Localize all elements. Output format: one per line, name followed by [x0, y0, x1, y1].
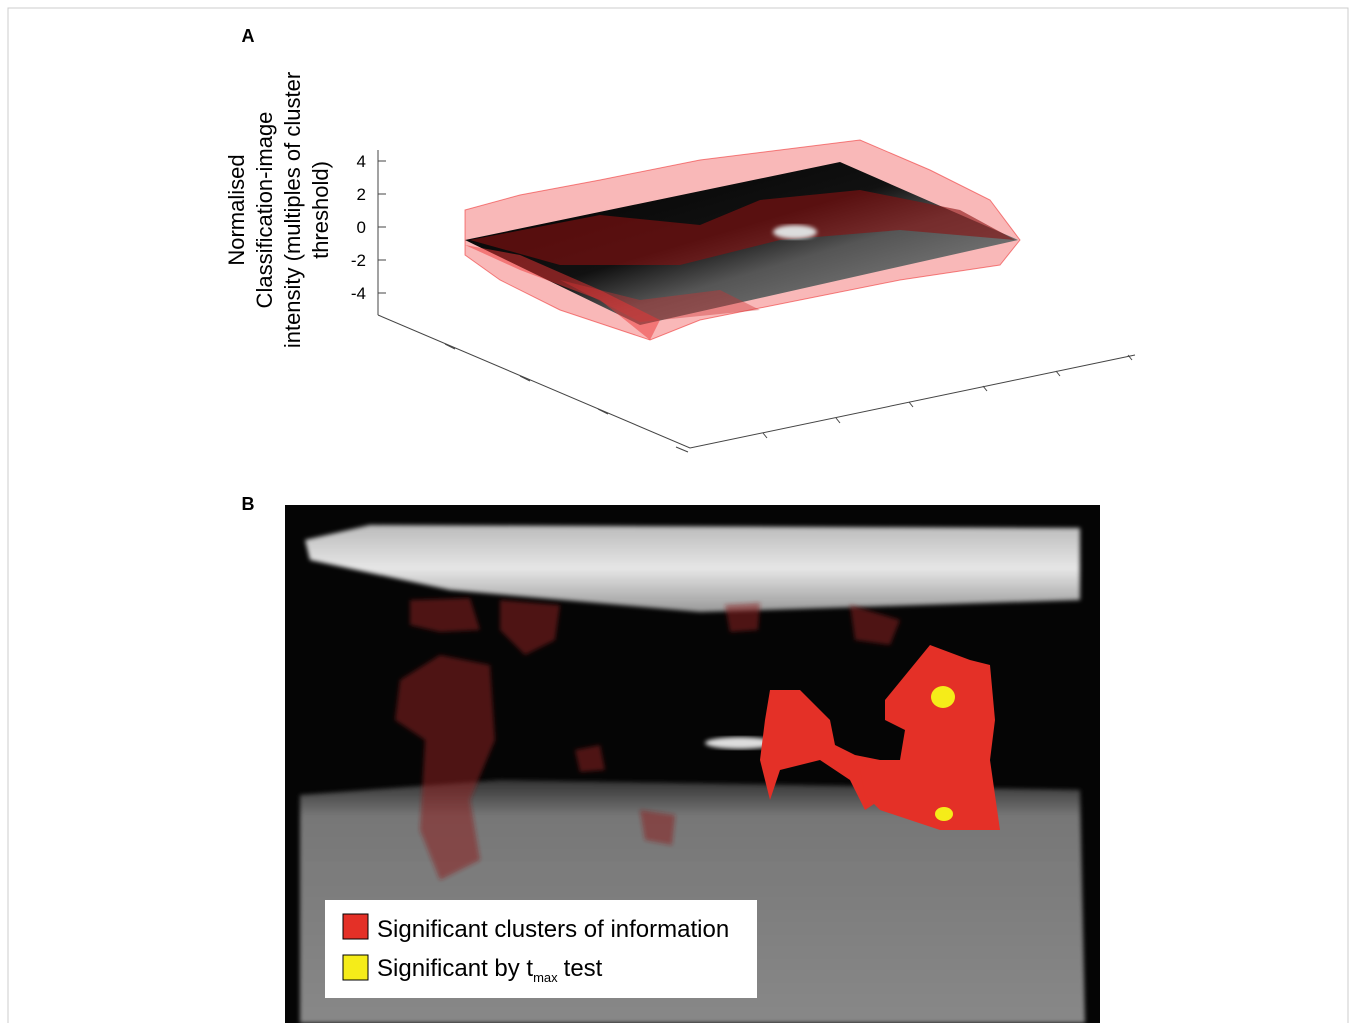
legend-swatch: [343, 914, 368, 939]
base-ticks: [445, 344, 1132, 452]
panel-label: A: [242, 26, 255, 46]
axis-label-line: Classification-image: [252, 112, 277, 309]
z-tick-label: 0: [357, 218, 366, 237]
z-tick-label: 4: [357, 152, 366, 171]
panel-label: B: [242, 494, 255, 514]
legend-swatch: [343, 955, 368, 980]
legend-suffix: test: [564, 955, 603, 982]
z-ticks: 4 2 0 -2 -4: [351, 152, 386, 303]
z-tick-label: -4: [351, 284, 366, 303]
legend-text-main: Significant by t: [377, 955, 533, 982]
axis-label-line: intensity (multiples of cluster: [280, 72, 305, 348]
surface: [465, 140, 1020, 340]
z-tick-label: 2: [357, 185, 366, 204]
figure: A NormalisedClassification-imageintensit…: [0, 0, 1356, 1023]
figure-page: A NormalisedClassification-imageintensit…: [0, 0, 1356, 1023]
base-axes: [378, 315, 1135, 448]
legend-text: Significant clusters of information: [377, 916, 729, 943]
axis-label-line: Normalised: [224, 154, 249, 265]
z-tick-label: -2: [351, 251, 366, 270]
axis-label-line: threshold): [308, 161, 333, 259]
legend-subscript: max: [533, 970, 558, 985]
